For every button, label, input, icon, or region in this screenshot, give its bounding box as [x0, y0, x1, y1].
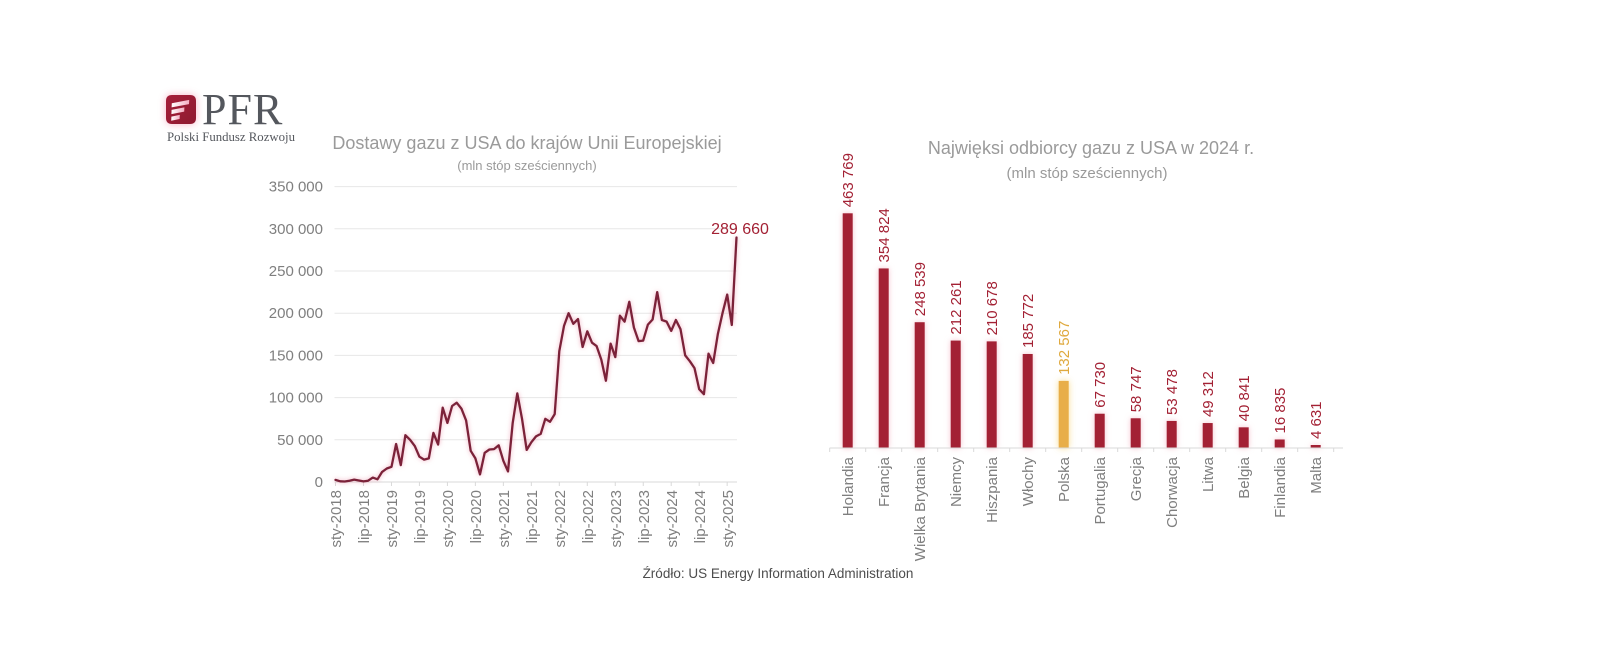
bar-value-label: 210 678: [984, 281, 1001, 335]
x-tick-label: sty-2018: [328, 490, 345, 548]
x-tick-label: sty-2023: [608, 490, 625, 548]
bar-chart-title: Najwięksi odbiorcy gazu z USA w 2024 r.: [928, 138, 1254, 158]
bar-chart-category-labels: Holandia Francja Wielka Brytania Niemcy Hisz…: [840, 456, 1325, 561]
bar-category-label: Malta: [1308, 456, 1325, 493]
line-chart-gridlines: [334, 186, 737, 483]
bar-category-label: Chorwacja: [1164, 456, 1181, 528]
logo-stripe-bottom: [171, 114, 180, 121]
bar-chart-axis: [829, 447, 1343, 452]
line-chart-y-axis-labels: 0 50 000 100 000 150 000 200 000 250 000 300 0…: [269, 179, 323, 491]
bar-value-label: 49 312: [1200, 371, 1217, 417]
bar-malta: [1310, 445, 1321, 448]
line-chart-x-axis-labels: sty-2018 lip-2018 sty-2019 lip-2019 sty-2020…: [328, 482, 737, 548]
bar-chart-value-labels: 463 769 354 824 248 539 212 261 210 678 185 7…: [840, 153, 1325, 439]
bar-category-label: Francja: [876, 456, 893, 507]
bar-finlandia: [1274, 439, 1285, 448]
bar-hiszpania: [986, 341, 997, 448]
bar-niemcy: [950, 340, 961, 448]
x-tick-label: lip-2020: [468, 490, 485, 543]
bar-grecja: [1130, 418, 1141, 448]
y-tick-label: 50 000: [277, 432, 323, 449]
pfr-logo-mark-icon: [166, 95, 196, 124]
bar-value-label: 53 478: [1164, 369, 1181, 415]
bar-value-label: 58 747: [1128, 366, 1145, 412]
bar-value-label: 67 730: [1092, 362, 1109, 408]
y-tick-label: 250 000: [269, 263, 323, 280]
bar-value-label: 354 824: [876, 208, 893, 262]
y-tick-label: 100 000: [269, 390, 323, 407]
x-tick-label: lip-2023: [636, 490, 653, 543]
bar-francja: [878, 268, 889, 448]
bar-chart-subtitle: (mln stóp sześciennych): [1007, 165, 1168, 182]
x-tick-label: lip-2022: [580, 490, 597, 543]
bar-chart-bars: [842, 213, 1321, 448]
bar-category-label: Włochy: [1020, 457, 1037, 507]
y-tick-label: 200 000: [269, 305, 323, 322]
bar-category-label: Finlandia: [1272, 456, 1289, 518]
line-chart-subtitle: (mln stóp sześciennych): [457, 158, 596, 173]
bar-belgia: [1238, 427, 1249, 448]
bar-wielka-brytania: [914, 322, 925, 448]
line-series-path: [334, 236, 738, 483]
bar-value-label: 248 539: [912, 262, 929, 316]
logo-stripe-top: [171, 99, 190, 108]
x-tick-label: sty-2022: [552, 490, 569, 548]
bar-category-label: Wielka Brytania: [912, 456, 929, 561]
bar-litwa: [1202, 423, 1213, 448]
logo-stripe-middle: [171, 107, 185, 115]
bar-category-label: Polska: [1056, 456, 1073, 502]
bar-category-label: Litwa: [1200, 456, 1217, 492]
bar-value-label: 185 772: [1020, 294, 1037, 348]
x-tick-label: lip-2021: [524, 490, 541, 543]
bar-value-label: 463 769: [840, 153, 857, 207]
line-chart-gas-deliveries: Dostawy gazu z USA do krajów Unii Europe…: [269, 133, 769, 548]
bar-portugalia: [1094, 413, 1105, 448]
bar-chart-top-recipients: Najwięksi odbiorcy gazu z USA w 2024 r. …: [829, 138, 1343, 561]
y-tick-label: 350 000: [269, 179, 323, 196]
y-tick-label: 0: [315, 474, 323, 491]
line-last-value-annotation: 289 660: [711, 221, 769, 238]
pfr-brand-text: PFR: [202, 85, 284, 134]
y-tick-label: 150 000: [269, 347, 323, 364]
source-note: Źródło: US Energy Information Administra…: [642, 566, 914, 581]
x-tick-label: lip-2024: [692, 490, 709, 543]
y-tick-label: 300 000: [269, 221, 323, 238]
bar-category-label: Grecja: [1128, 456, 1145, 501]
pfr-tagline: Polski Fundusz Rozwoju: [167, 130, 295, 144]
bar-value-label: 212 261: [948, 280, 965, 334]
x-tick-label: lip-2019: [412, 490, 429, 543]
x-tick-label: sty-2021: [496, 490, 513, 548]
bar-category-label: Hiszpania: [984, 456, 1001, 523]
bar-category-label: Holandia: [840, 456, 857, 516]
bar-value-label: 40 841: [1236, 375, 1253, 421]
x-tick-label: sty-2019: [384, 490, 401, 548]
bar-value-label: 132 567: [1056, 321, 1073, 375]
bar-włochy: [1022, 353, 1033, 448]
bar-category-label: Belgia: [1236, 456, 1253, 498]
x-tick-label: sty-2025: [720, 490, 737, 548]
bar-chorwacja: [1166, 420, 1177, 448]
bar-value-label: 16 835: [1272, 388, 1289, 434]
bar-category-label: Niemcy: [948, 457, 965, 508]
bar-category-label: Portugalia: [1092, 456, 1109, 524]
bar-value-label: 4 631: [1308, 401, 1325, 439]
x-tick-label: lip-2018: [356, 490, 373, 543]
x-tick-label: sty-2020: [440, 490, 457, 548]
bar-holandia: [842, 213, 853, 448]
bar-polska: [1058, 380, 1069, 448]
x-tick-label: sty-2024: [664, 490, 681, 548]
line-chart-title: Dostawy gazu z USA do krajów Unii Europe…: [332, 133, 721, 153]
